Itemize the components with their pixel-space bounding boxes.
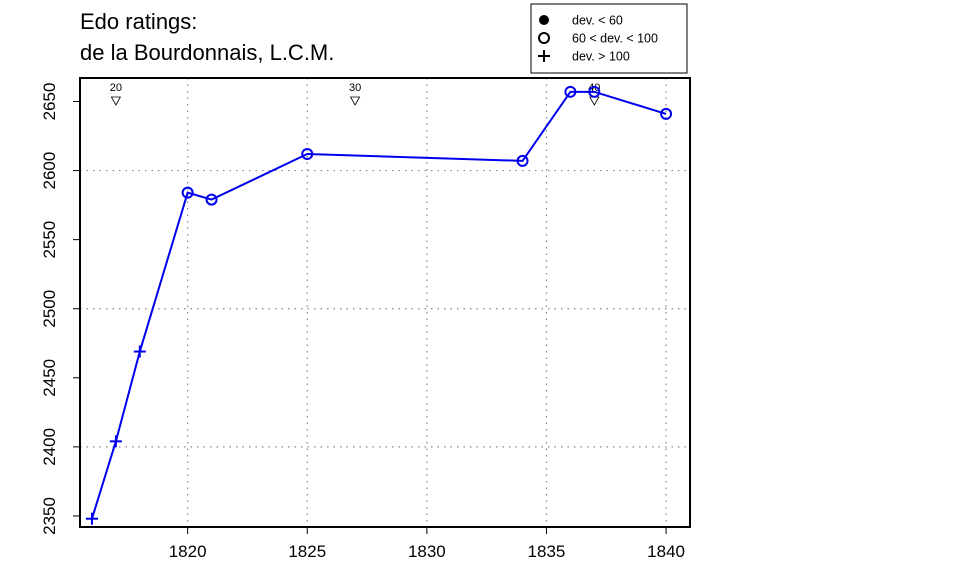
y-tick-label: 2550 [40,221,59,259]
y-tick-label: 2650 [40,83,59,121]
legend-box [530,3,688,74]
annotation-label: 30 [349,82,361,94]
y-tick-label: 2400 [40,428,59,466]
y-tick-label: 2600 [40,152,59,190]
chart-title: Edo ratings: [80,9,197,34]
legend: dev. < 60 60 < dev. < 100 dev. > 100 [530,3,688,74]
series-polyline [91,90,667,520]
legend-marker [538,50,550,62]
x-tick-label: 1830 [408,542,446,561]
data-point [660,107,673,120]
chart-subtitle: de la Bourdonnais, L.C.M. [80,40,334,65]
x-tick-label: 1835 [528,542,566,561]
y-tick-label: 2450 [40,359,59,397]
data-point [588,85,601,98]
annotation-triangle [589,96,600,106]
x-tick-label: 1825 [288,542,326,561]
annotation-triangle [349,96,361,106]
x-tick-label: 1820 [169,542,207,561]
data-point [564,85,577,98]
legend-label: dev. < 60 [572,14,623,28]
axes: 1820 1825 1830 1835 1840 2350 2400 2450 2500 2550… [40,83,685,561]
data-point [133,345,146,358]
legend-marker [539,15,549,25]
y-tick-label: 2500 [40,290,59,328]
data-point [109,435,122,448]
grid [80,78,690,527]
series-line [91,90,667,520]
data-points [85,85,673,525]
data-point [85,512,98,525]
data-point [205,193,218,206]
data-point [181,186,194,199]
annotation-triangle [110,96,122,106]
plot-frame [79,77,691,528]
annotations: 20 30 40 [110,82,600,106]
data-point [516,154,529,167]
data-point [301,147,314,160]
legend-marker [538,32,550,44]
y-tick-label: 2350 [40,497,59,535]
x-tick-label: 1840 [647,542,685,561]
legend-label: dev. > 100 [572,50,630,64]
legend-label: 60 < dev. < 100 [572,32,658,46]
annotation-label: 20 [110,82,122,94]
